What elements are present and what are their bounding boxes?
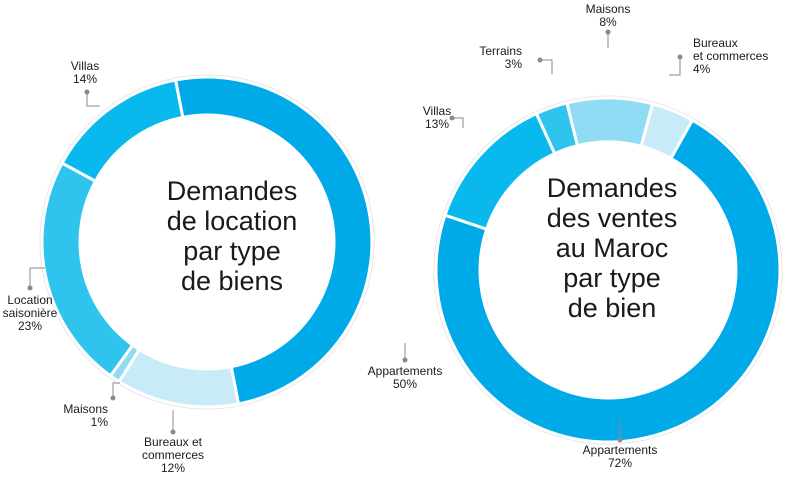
- slice-label-line: 14%: [73, 72, 97, 86]
- chart-title-line: Demandes: [547, 173, 678, 203]
- leader-line: [540, 59, 553, 74]
- slice-label-line: Bureaux: [693, 36, 738, 50]
- leader-dot: [170, 429, 176, 435]
- leader-dot: [110, 395, 116, 401]
- leader-dot: [84, 89, 90, 95]
- chart-title-line: au Maroc: [556, 233, 669, 263]
- chart-title-line: de bien: [568, 293, 657, 323]
- leader-dot: [27, 285, 33, 291]
- slice-label: Maisons 1%: [63, 402, 108, 429]
- slice-label-line: 72%: [608, 456, 632, 470]
- leader-dot: [677, 54, 683, 60]
- chart-title-line: de biens: [181, 266, 283, 296]
- slice-label-line: saisonière: [3, 306, 58, 320]
- slice-label: Location saisonière 23%: [3, 293, 58, 333]
- donut-slice: [565, 96, 655, 149]
- ring-outline: [39, 74, 375, 410]
- slice-label-line: Bureaux et: [144, 435, 203, 449]
- leader-dot: [617, 437, 623, 443]
- slice-label-line: 1%: [91, 415, 109, 429]
- slice-label: Appartements 72%: [583, 443, 658, 470]
- leader-line: [112, 382, 120, 398]
- slice-label: Bureaux et commerces 12%: [142, 435, 204, 475]
- slice-label-line: Villas: [71, 59, 99, 73]
- donut-slice: [60, 78, 185, 184]
- slice-label: Villas 14%: [71, 59, 99, 86]
- donut-slice: [443, 111, 557, 232]
- slice-label-line: 13%: [425, 117, 449, 131]
- slice-label-line: Terrains: [479, 44, 522, 58]
- slice-label-line: Appartements: [583, 443, 658, 457]
- chart-title-line: par type: [183, 236, 281, 266]
- leader-dot: [449, 115, 455, 121]
- rental-demand-donut: Appartements 50% Bureaux et commerces 12% Mai…: [3, 59, 443, 475]
- chart-title-line: de location: [167, 206, 298, 236]
- slice-label-line: Appartements: [368, 364, 443, 378]
- leader-line: [452, 117, 464, 128]
- chart-title: Demandes de location par type de biens: [167, 176, 298, 296]
- chart-title: Demandes des ventes au Maroc par type de bie…: [547, 173, 678, 323]
- slice-label-line: Villas: [423, 104, 451, 118]
- leader-dot: [402, 357, 408, 363]
- slice-label: Maisons 8%: [586, 2, 631, 29]
- ring-outline: [433, 95, 783, 445]
- donut-slice: [434, 118, 782, 444]
- slice-label: Bureaux et commerces 4%: [693, 36, 768, 76]
- slice-label: Terrains 3%: [479, 44, 522, 71]
- slice-label-line: 8%: [599, 15, 617, 29]
- slice-label: Appartements 50%: [368, 364, 443, 391]
- donut-slice: [117, 347, 241, 409]
- leader-line: [29, 267, 45, 288]
- donut-slice: [173, 75, 374, 406]
- slice-label-line: 3%: [505, 57, 523, 71]
- chart-title-line: par type: [563, 263, 661, 293]
- slice-label-line: et commerces: [693, 49, 768, 63]
- leader-line: [669, 57, 681, 76]
- sales-demand-donut: Bureaux et commerces 4% Appartements 72% Vill…: [423, 2, 783, 470]
- leader-dot: [605, 29, 611, 35]
- slice-label-line: commerces: [142, 448, 204, 462]
- slice-label: Villas 13%: [423, 104, 451, 131]
- leader-dot: [537, 57, 543, 63]
- slice-label-line: Maisons: [63, 402, 108, 416]
- chart-title-line: Demandes: [167, 176, 298, 206]
- slice-label-line: Maisons: [586, 2, 631, 16]
- slice-label-line: 4%: [693, 62, 711, 76]
- slice-label-line: 12%: [161, 461, 185, 475]
- leader-line: [86, 92, 100, 107]
- slice-label-line: Location: [7, 293, 52, 307]
- slice-label-line: 23%: [18, 319, 42, 333]
- chart-title-line: des ventes: [547, 203, 678, 233]
- slice-label-line: 50%: [393, 377, 417, 391]
- donut-slice: [40, 160, 135, 378]
